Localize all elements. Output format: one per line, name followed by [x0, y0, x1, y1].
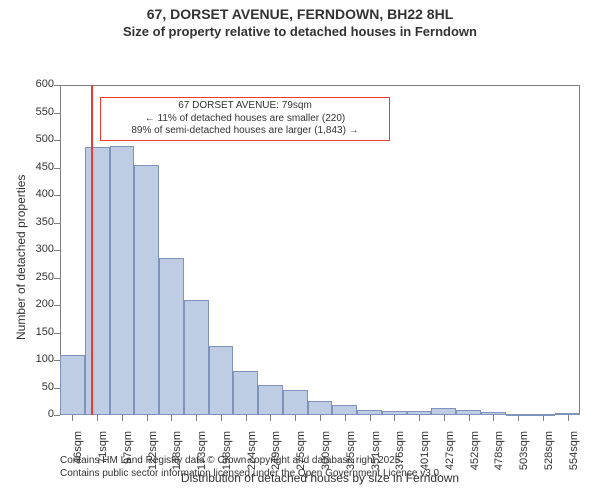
y-tick-mark	[54, 113, 60, 114]
footer-credits: Contains HM Land Registry data © Crown c…	[60, 454, 442, 480]
x-tick-mark	[97, 415, 98, 421]
annotation-line-3: 89% of semi-detached houses are larger (…	[105, 125, 385, 138]
histogram-bar	[530, 414, 555, 416]
x-tick-mark	[543, 415, 544, 421]
y-tick-mark	[54, 305, 60, 306]
histogram-bar	[283, 390, 308, 415]
histogram-bar	[431, 408, 456, 415]
footer-line-2: Contains public sector information licen…	[60, 467, 442, 480]
x-tick-mark	[394, 415, 395, 421]
x-tick-mark	[568, 415, 569, 421]
histogram-bar	[407, 411, 432, 415]
y-tick-mark	[54, 415, 60, 416]
x-tick-mark	[147, 415, 148, 421]
y-tick-label: 550	[14, 106, 54, 118]
x-tick-mark	[444, 415, 445, 421]
y-tick-label: 600	[14, 78, 54, 90]
x-tick-mark	[171, 415, 172, 421]
x-tick-mark	[72, 415, 73, 421]
x-tick-mark	[122, 415, 123, 421]
histogram-bar	[332, 405, 357, 415]
footer-line-1: Contains HM Land Registry data © Crown c…	[60, 454, 442, 467]
x-tick-mark	[295, 415, 296, 421]
histogram-bar	[184, 300, 209, 416]
histogram-bar	[555, 413, 580, 415]
y-tick-mark	[54, 333, 60, 334]
histogram-bar	[258, 385, 283, 415]
annotation-line-2: ← 11% of detached houses are smaller (22…	[105, 113, 385, 126]
x-tick-mark	[320, 415, 321, 421]
y-tick-label: 100	[14, 353, 54, 365]
x-tick-mark	[518, 415, 519, 421]
histogram-bar	[357, 410, 382, 416]
x-tick-mark	[370, 415, 371, 421]
subject-marker-line	[91, 85, 93, 415]
y-tick-mark	[54, 223, 60, 224]
histogram-bar	[209, 346, 234, 415]
annotation-box: 67 DORSET AVENUE: 79sqm ← 11% of detache…	[100, 97, 390, 141]
histogram-bar	[60, 355, 85, 416]
histogram-bar	[110, 146, 135, 416]
x-tick-mark	[246, 415, 247, 421]
y-tick-mark	[54, 168, 60, 169]
x-tick-mark	[493, 415, 494, 421]
page-title-line2: Size of property relative to detached ho…	[0, 22, 600, 39]
histogram-bar	[85, 147, 110, 415]
y-tick-mark	[54, 140, 60, 141]
x-tick-mark	[221, 415, 222, 421]
y-tick-mark	[54, 250, 60, 251]
y-tick-label: 0	[14, 408, 54, 420]
histogram-bar	[134, 165, 159, 415]
x-tick-mark	[345, 415, 346, 421]
y-tick-mark	[54, 195, 60, 196]
histogram-bar	[481, 412, 506, 415]
histogram-bar	[308, 401, 333, 415]
x-tick-mark	[469, 415, 470, 421]
y-tick-label: 450	[14, 161, 54, 173]
y-tick-mark	[54, 278, 60, 279]
histogram-bar	[233, 371, 258, 415]
histogram-bar	[506, 414, 531, 416]
annotation-line-1: 67 DORSET AVENUE: 79sqm	[105, 100, 385, 113]
y-tick-label: 500	[14, 133, 54, 145]
x-tick-mark	[196, 415, 197, 421]
x-tick-mark	[419, 415, 420, 421]
y-axis-label: Number of detached properties	[14, 175, 28, 340]
y-tick-label: 50	[14, 381, 54, 393]
histogram-bar	[159, 258, 184, 415]
histogram-bar	[382, 411, 407, 415]
histogram-bar	[456, 410, 481, 416]
y-tick-mark	[54, 85, 60, 86]
page-title-line1: 67, DORSET AVENUE, FERNDOWN, BH22 8HL	[0, 0, 600, 22]
x-tick-mark	[270, 415, 271, 421]
